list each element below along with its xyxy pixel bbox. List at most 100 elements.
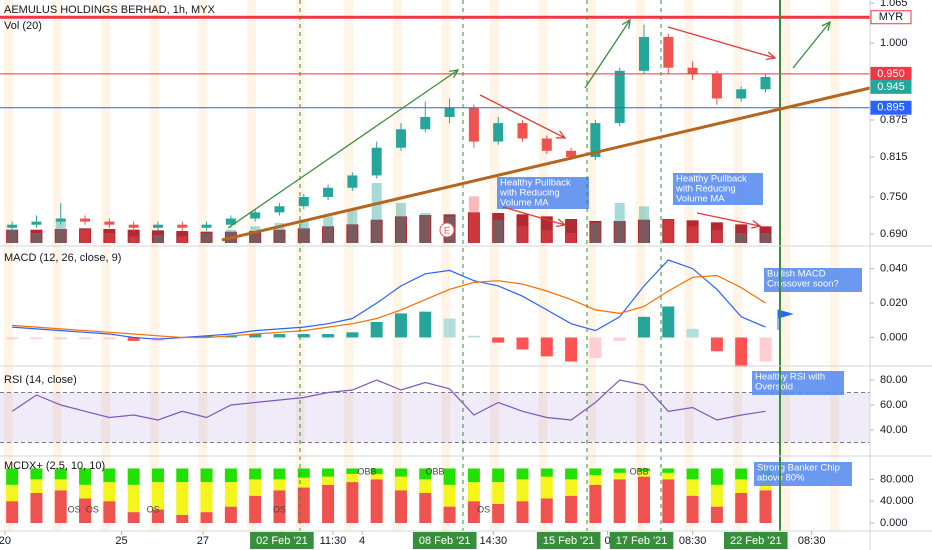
volume-bar	[760, 233, 771, 243]
mcdx-bar	[103, 501, 116, 523]
price-tag	[870, 79, 912, 94]
candle-body	[274, 206, 285, 213]
x-tick-highlight	[723, 532, 788, 549]
x-tick-highlight	[250, 532, 314, 549]
session-band	[101, 0, 111, 531]
volume-ma-bar	[322, 226, 335, 243]
y-tick-label: 0.020	[880, 297, 908, 309]
mcdx-bar	[492, 503, 505, 523]
arrow-line	[792, 21, 831, 69]
price-tag-label: 0.945	[877, 81, 905, 93]
volume-ma-bar	[79, 228, 92, 243]
volume-bar	[711, 229, 722, 243]
candle-body	[347, 175, 358, 188]
volume-ma-bar	[346, 224, 359, 243]
macd-histogram-bar	[103, 337, 116, 340]
candle-body	[55, 218, 66, 222]
mcdx-bar	[686, 479, 699, 496]
macd-histogram-bar	[394, 313, 407, 338]
pane-title: MCDX+ (2.5, 10, 10)	[4, 460, 105, 472]
mcdx-bar	[103, 468, 116, 483]
macd-histogram-bar	[565, 337, 578, 362]
candle-body	[323, 187, 334, 197]
mcdx-bar	[710, 468, 723, 485]
volume-ma-bar	[565, 219, 578, 243]
candle-body	[638, 36, 649, 71]
mcdx-bar	[565, 479, 578, 496]
mcdx-bar	[224, 506, 237, 523]
macd-histogram-bar	[540, 337, 553, 357]
mcdx-bar	[637, 468, 650, 472]
annotation-text: Bullish MACD	[767, 269, 826, 280]
volume-bar	[614, 203, 625, 243]
mcdx-bar	[6, 468, 19, 485]
session-band	[781, 0, 791, 531]
arrow-head	[555, 130, 567, 139]
volume-bar	[298, 219, 309, 243]
volume-bar	[468, 196, 479, 243]
session-band	[733, 0, 742, 531]
arrow-line	[502, 206, 566, 226]
macd-histogram-bar	[637, 316, 650, 338]
arrow-head	[449, 69, 460, 79]
mcdx-bar	[686, 468, 699, 480]
volume-bar	[517, 226, 528, 243]
volume-bar	[7, 229, 18, 243]
volume-bar	[201, 233, 212, 243]
macd-histogram-bar	[735, 337, 748, 367]
macd-histogram-bar	[686, 328, 699, 338]
arrow-line	[667, 26, 776, 59]
candle-body	[177, 224, 188, 228]
mcdx-bar	[516, 501, 529, 523]
volume-bar	[687, 226, 698, 243]
candle-body	[298, 196, 309, 207]
macd-histogram-bar	[516, 337, 529, 350]
volume-ma-bar	[540, 216, 553, 243]
annotation-text: Volume MA	[500, 198, 549, 209]
volume-ma-bar	[200, 231, 213, 243]
candle-body	[201, 224, 212, 228]
mcdx-marker: OS	[68, 504, 81, 514]
macd-histogram-bar	[346, 332, 359, 338]
mcdx-bar	[79, 484, 92, 499]
x-tick-label: 25	[115, 535, 127, 547]
mcdx-bar	[6, 484, 19, 502]
mcdx-bar	[467, 482, 480, 502]
volume-bar	[638, 206, 649, 243]
macd-histogram-bar	[467, 335, 480, 338]
macd-histogram-bar	[492, 337, 505, 343]
volume-bar	[347, 209, 358, 243]
x-tick-label: 22 Feb '21	[730, 535, 782, 547]
mcdx-bar	[589, 484, 602, 523]
annotation-text: with Reducing	[499, 188, 560, 199]
session-band	[344, 0, 354, 531]
mcdx-marker: OBB	[357, 466, 376, 476]
mcdx-bar	[79, 498, 92, 523]
candle-body	[152, 224, 163, 228]
volume-bar	[152, 235, 163, 243]
mcdx-bar	[127, 468, 140, 485]
mcdx-bar	[370, 473, 383, 480]
macd-histogram-bar	[419, 311, 432, 338]
volume-ma-bar	[662, 219, 675, 243]
mcdx-bar	[297, 487, 310, 523]
session-band	[441, 0, 451, 531]
volume-bar	[55, 219, 66, 243]
session-band	[198, 0, 208, 531]
price-tag-label: 0.950	[877, 68, 905, 80]
volume-ma-bar	[54, 229, 67, 243]
volume-ma-bar	[103, 229, 116, 243]
volume-bar	[566, 233, 577, 243]
session-band	[392, 0, 402, 531]
volume-bar	[177, 236, 188, 243]
volume-ma-bar	[151, 230, 164, 243]
annotation-text: Healthy Pullback	[676, 174, 747, 185]
arrow-head	[751, 220, 762, 229]
x-tick-label: 02 Feb '21	[256, 535, 308, 547]
y-tick-label: 1.000	[880, 37, 908, 49]
macd-histogram-bar	[79, 337, 92, 340]
session-band	[587, 0, 597, 531]
volume-bar	[663, 219, 674, 243]
